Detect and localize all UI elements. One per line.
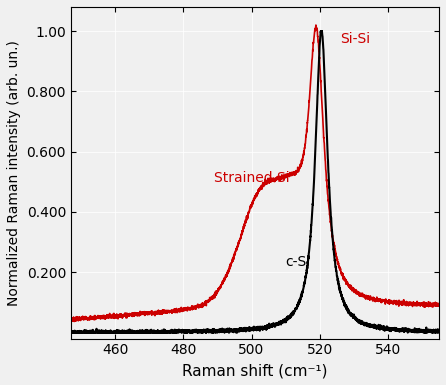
X-axis label: Raman shift (cm⁻¹): Raman shift (cm⁻¹) — [182, 363, 328, 378]
Text: c-Si: c-Si — [285, 255, 311, 269]
Text: Si-Si: Si-Si — [340, 32, 370, 46]
Y-axis label: Normalized Raman intensity (arb. un.): Normalized Raman intensity (arb. un.) — [7, 40, 21, 306]
Text: Strained Si: Strained Si — [214, 171, 289, 185]
